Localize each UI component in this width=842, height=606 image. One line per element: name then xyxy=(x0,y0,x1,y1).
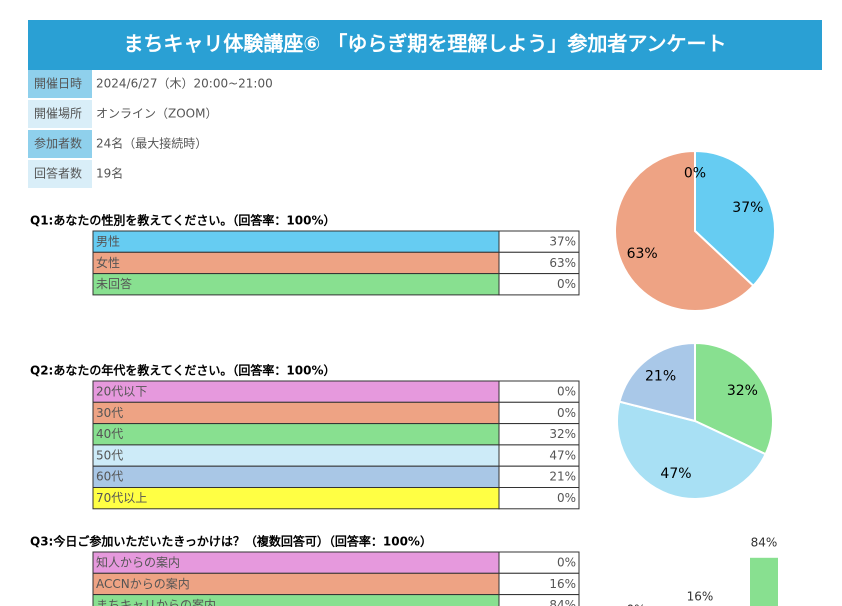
answer-value: 84% xyxy=(549,598,576,606)
answer-value: 63% xyxy=(549,256,576,270)
answer-label-cell xyxy=(92,465,500,489)
pie-label: 47% xyxy=(660,466,691,482)
pie-label: 32% xyxy=(727,383,758,399)
answer-label: 知人からの案内 xyxy=(96,555,180,570)
info-label-cell xyxy=(28,70,92,98)
bar-label: 84% xyxy=(751,535,778,549)
pie-label: 63% xyxy=(627,246,658,262)
pie-slice xyxy=(618,341,696,423)
answer-value: 37% xyxy=(549,235,576,249)
pie-label: 21% xyxy=(645,369,676,385)
answer-label-cell xyxy=(92,380,500,403)
answer-value: 0% xyxy=(557,385,576,399)
info-label: 開催日時 xyxy=(34,77,82,91)
answer-value-cell xyxy=(498,594,580,606)
answer-label-cell xyxy=(92,230,500,253)
page-title: まちキャリ体験講座⑥ 「ゆらぎ期を理解しよう」参加者アンケート xyxy=(123,32,726,56)
answer-label: 未回答 xyxy=(96,276,132,291)
answer-label-cell xyxy=(92,251,500,275)
info-value: 19名 xyxy=(96,166,123,181)
question-title: Q3:今日ご参加いただいたきっかけは？（複数回答可）（回答率：100%） xyxy=(30,534,432,549)
pie-label: 0% xyxy=(684,165,706,181)
pie-slice xyxy=(694,149,776,288)
answer-value: 16% xyxy=(549,577,576,591)
answer-label-cell xyxy=(92,444,500,467)
answer-label: 40代 xyxy=(96,427,123,441)
answer-value-cell xyxy=(498,273,580,296)
question-title: Q1:あなたの性別を教えてください。（回答率：100%） xyxy=(30,213,335,228)
answer-label: まちキャリからの案内 xyxy=(96,597,216,606)
pie-slice xyxy=(694,341,774,456)
pie-slice xyxy=(614,149,755,312)
answer-label: 60代 xyxy=(96,470,123,484)
info-value: 24名（最大接続時） xyxy=(96,136,207,151)
answer-value: 32% xyxy=(549,427,576,441)
answer-value: 21% xyxy=(549,470,576,484)
answer-label-cell xyxy=(92,273,500,296)
info-label-cell xyxy=(28,130,92,158)
answer-value: 0% xyxy=(557,277,576,291)
bar xyxy=(750,557,778,606)
answer-label: 50代 xyxy=(96,448,123,462)
bar-label: 16% xyxy=(687,590,714,604)
answer-label: ACCNからの案内 xyxy=(96,576,190,591)
info-label: 参加者数 xyxy=(34,136,82,151)
pie-label: 37% xyxy=(732,200,763,216)
info-label: 回答者数 xyxy=(34,166,82,181)
answer-label: 70代以上 xyxy=(96,491,147,505)
bar-label: 0% xyxy=(626,603,645,606)
info-label: 開催場所 xyxy=(34,107,82,121)
info-label-cell xyxy=(28,160,92,188)
answer-label: 男性 xyxy=(96,235,120,249)
info-value: オンライン（ZOOM） xyxy=(96,107,217,121)
answer-value: 47% xyxy=(549,448,576,462)
answer-value: 0% xyxy=(557,491,576,505)
answer-label: 女性 xyxy=(96,255,120,270)
answer-label-cell xyxy=(92,487,500,510)
answer-label-cell xyxy=(92,401,500,425)
answer-label: 30代 xyxy=(96,406,123,420)
answer-label-cell xyxy=(92,423,500,446)
answer-value: 0% xyxy=(557,406,576,420)
info-value: 2024/6/27（木）20:00~21:00 xyxy=(96,77,273,91)
info-label-cell xyxy=(28,100,92,128)
pie-slice xyxy=(616,400,767,500)
answer-label: 20代以下 xyxy=(96,385,147,399)
answer-value-cell xyxy=(498,487,580,510)
answer-value: 0% xyxy=(557,556,576,570)
question-title: Q2:あなたの年代を教えてください。（回答率：100%） xyxy=(30,363,335,378)
title-bar xyxy=(28,20,822,70)
